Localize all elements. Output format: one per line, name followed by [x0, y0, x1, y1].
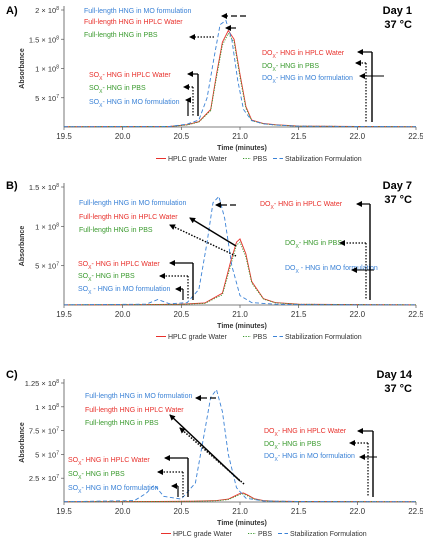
- y-tick-label: 1.5 × 108: [29, 35, 59, 44]
- annotation-sox-1: SOX- HNG in HPLC Water: [89, 72, 171, 82]
- y-tick-label: 1 × 108: [35, 222, 59, 231]
- x-tick-label: 22.5: [408, 132, 423, 141]
- annotation-dox-2: DOX- HNG in PBS: [285, 240, 342, 250]
- x-axis-label: Time (minutes): [217, 520, 267, 527]
- y-axis-label: Absorbance: [19, 422, 26, 463]
- annotation-full-length-2: Full-length HNG in HPLC Water: [79, 214, 178, 221]
- y-tick-label: 7.5 × 107: [29, 427, 59, 436]
- x-tick-label: 22.0: [350, 507, 366, 516]
- legend-label: HPLC grade Water: [168, 334, 228, 341]
- x-tick-label: 21.5: [291, 507, 307, 516]
- chart-panel-3: C) Day 14 37 °C 19.5 20.0 20.5 21.0 21.5 22.0 22.…: [6, 369, 423, 538]
- panel-label: C): [6, 369, 18, 381]
- x-axis-label: Time (minutes): [217, 323, 267, 330]
- panel-label: B): [6, 180, 18, 192]
- annotation-full-length-1: Full-length HNG in MO formulation: [79, 200, 186, 207]
- x-axis-label: Time (minutes): [217, 145, 267, 152]
- annotation-sox-2: SOX- HNG in PBS: [78, 273, 135, 283]
- x-tick-label: 20.0: [115, 310, 131, 319]
- x-tick-label: 20.5: [174, 132, 190, 141]
- annotation-sox-2: SOX- HNG in PBS: [89, 85, 146, 95]
- legend: HPLC grade Water PBS Stabilization Formula…: [161, 531, 367, 538]
- annotation-full-length-1: Full-length HNG in MO formulation: [84, 8, 191, 15]
- series-line-2: [63, 241, 417, 306]
- annotation-arrow: [169, 224, 237, 257]
- annotation-full-length-3: Full-length HNG in PBS: [84, 32, 158, 39]
- x-tick-label: 22.5: [408, 507, 423, 516]
- y-tick-label: 5 × 107: [35, 450, 59, 459]
- day-label: Day 1: [383, 5, 412, 17]
- legend-label: Stabilization Formulation: [285, 334, 362, 341]
- annotation-dox-2: DOX- HNG in PBS: [262, 63, 319, 73]
- annotation-dox-2: DOX- HNG in PBS: [264, 441, 321, 451]
- x-tick-label: 21.0: [232, 132, 248, 141]
- x-tick-label: 20.0: [115, 507, 131, 516]
- legend-label: PBS: [253, 156, 267, 163]
- legend-label: HPLC grade Water: [168, 156, 228, 163]
- chart-panel-1: A) Day 1 37 °C 19.5 20.0 20.5 21.0 21.5 22.0 22.5…: [6, 5, 423, 163]
- annotation-sox-1: SOX- HNG in HPLC Water: [68, 457, 150, 467]
- y-tick-label: 1.5 × 108: [29, 183, 59, 192]
- y-axis-label: Absorbance: [19, 48, 26, 89]
- x-tick-label: 21.0: [232, 507, 248, 516]
- y-tick-label: 5 × 107: [35, 262, 59, 271]
- x-tick-label: 21.0: [232, 310, 248, 319]
- x-tick-label: 22.5: [408, 310, 423, 319]
- temperature-label: 37 °C: [384, 383, 412, 395]
- annotation-full-length-3: Full-length HNG in PBS: [85, 420, 159, 427]
- legend: HPLC grade Water PBS Stabilization Formula…: [156, 156, 362, 163]
- annotation-full-length-3: Full-length HNG in PBS: [79, 227, 153, 234]
- x-tick-label: 19.5: [56, 132, 72, 141]
- annotation-arrow: [179, 427, 245, 485]
- y-tick-label: 5 × 107: [35, 94, 59, 103]
- day-label: Day 7: [383, 180, 412, 192]
- x-tick-label: 21.5: [291, 310, 307, 319]
- x-tick-label: 20.5: [174, 310, 190, 319]
- series-line-3: [63, 19, 417, 128]
- annotation-dox-1: DOX- HNG in HPLC Water: [260, 201, 343, 211]
- annotation-sox-3: SOX- HNG in MO formulation: [89, 99, 180, 109]
- annotation-sox-2: SOX- HNG in PBS: [68, 471, 125, 481]
- y-tick-label: 1.25 × 108: [25, 379, 60, 388]
- series-line-3: [63, 388, 416, 503]
- annotation-dox-3: DOX- HNG in MO formulation: [262, 75, 353, 85]
- annotation-dox-3: DOX - HNG in MO formulation: [285, 265, 378, 275]
- panel-label: A): [6, 5, 18, 17]
- x-tick-label: 22.0: [350, 310, 366, 319]
- x-tick-label: 19.5: [56, 310, 72, 319]
- y-tick-label: 2.5 × 107: [29, 474, 59, 483]
- chart-panel-2: B) Day 7 37 °C 19.5 20.0 20.5 21.0 21.5 22.0 22.5…: [6, 180, 423, 341]
- temperature-label: 37 °C: [384, 194, 412, 206]
- annotation-full-length-2: Full-length HNG in HPLC Water: [85, 407, 184, 414]
- annotation-dox-3: DOX- HNG in MO formulation: [264, 453, 355, 463]
- x-tick-label: 19.5: [56, 507, 72, 516]
- legend-label: HPLC grade Water: [173, 531, 233, 538]
- annotation-dox-1: DOX- HNG in HPLC Water: [264, 428, 347, 438]
- annotation-sox-3: SOX - HNG in MO formulation: [78, 286, 171, 296]
- annotation-full-length-2: Full-length HNG in HPLC Water: [84, 19, 183, 26]
- day-label: Day 14: [377, 369, 413, 381]
- y-tick-label: 1 × 108: [35, 65, 59, 74]
- annotation-sox-1: SOX- HNG in HPLC Water: [78, 261, 160, 271]
- annotation-full-length-1: Full-length HNG in MO formulation: [85, 393, 192, 400]
- annotation-arrow: [189, 217, 237, 247]
- series-line-3: [63, 195, 416, 306]
- x-tick-label: 22.0: [350, 132, 366, 141]
- temperature-label: 37 °C: [384, 19, 412, 31]
- x-tick-label: 20.0: [115, 132, 131, 141]
- y-tick-label: 1 × 108: [35, 403, 59, 412]
- annotation-dox-1: DOX- HNG in HPLC Water: [262, 50, 345, 60]
- series-line-2: [63, 32, 417, 128]
- y-tick-label: 2 × 108: [35, 6, 59, 15]
- legend-label: Stabilization Formulation: [290, 531, 367, 538]
- legend-label: PBS: [253, 334, 267, 341]
- y-axis-label: Absorbance: [19, 226, 26, 267]
- x-tick-label: 20.5: [174, 507, 190, 516]
- x-tick-label: 21.5: [291, 132, 307, 141]
- annotation-sox-3: SOX- HNG in MO formulation: [68, 485, 159, 495]
- legend-label: Stabilization Formulation: [285, 156, 362, 163]
- legend-label: PBS: [258, 531, 272, 538]
- legend: HPLC grade Water PBS Stabilization Formula…: [156, 334, 362, 341]
